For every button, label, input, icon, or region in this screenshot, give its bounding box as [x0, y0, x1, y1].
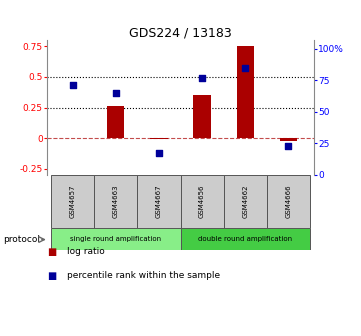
Bar [267, 175, 310, 228]
Bar [51, 175, 94, 228]
Text: GSM4656: GSM4656 [199, 185, 205, 218]
Text: double round amplification: double round amplification [198, 237, 292, 242]
Text: ■: ■ [47, 270, 56, 281]
Text: GSM4663: GSM4663 [113, 185, 119, 218]
Title: GDS224 / 13183: GDS224 / 13183 [129, 26, 232, 39]
Point [70, 83, 76, 88]
Point [242, 65, 248, 70]
Point [113, 90, 119, 95]
Point [285, 143, 291, 149]
Text: GSM4657: GSM4657 [70, 185, 76, 218]
Point [156, 151, 162, 156]
Text: GSM4662: GSM4662 [242, 185, 248, 218]
Text: protocol: protocol [4, 235, 40, 244]
Bar [193, 95, 211, 138]
Point [199, 75, 205, 80]
Text: percentile rank within the sample: percentile rank within the sample [67, 271, 220, 280]
Bar [138, 175, 180, 228]
Text: single round amplification: single round amplification [70, 237, 161, 242]
Text: GSM4667: GSM4667 [156, 185, 162, 218]
Text: GSM4666: GSM4666 [285, 185, 291, 218]
Bar [94, 175, 138, 228]
Bar [150, 138, 168, 139]
Bar [180, 175, 223, 228]
Bar [107, 106, 125, 138]
Bar [51, 228, 180, 250]
Bar [280, 138, 297, 140]
Bar [236, 46, 254, 138]
Bar [223, 175, 267, 228]
Text: ■: ■ [47, 247, 56, 257]
Bar [180, 228, 310, 250]
Text: log ratio: log ratio [67, 248, 105, 256]
